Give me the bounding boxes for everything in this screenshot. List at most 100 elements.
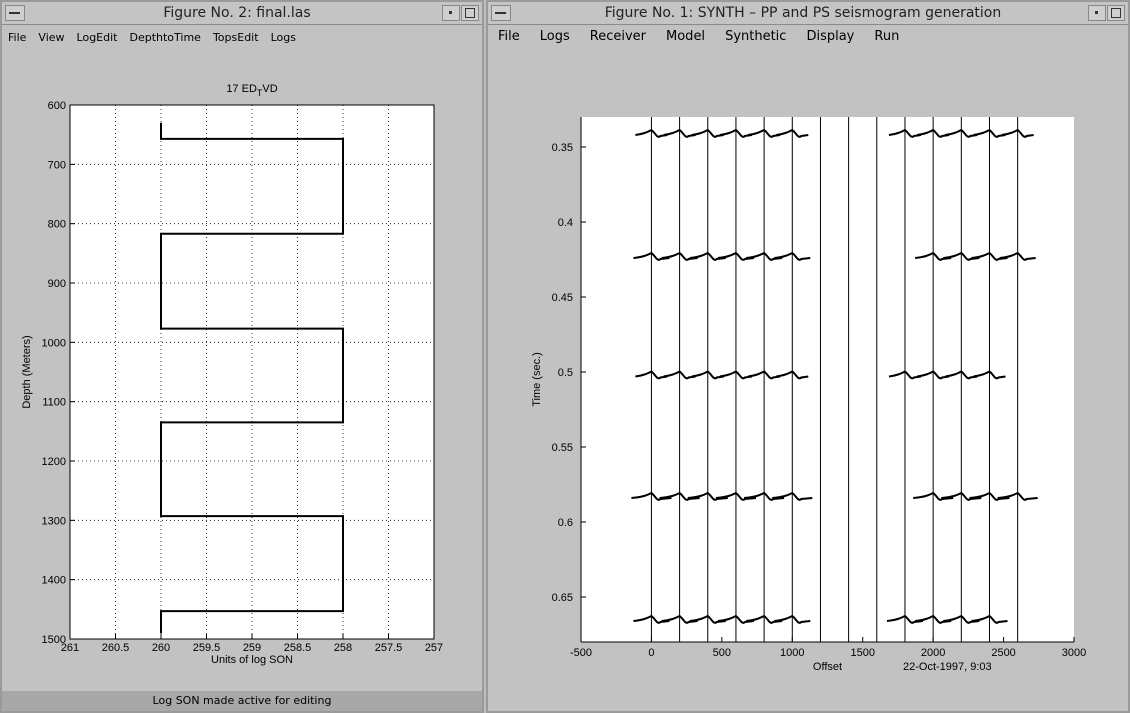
x-tick-label: 259 <box>243 642 261 654</box>
y-axis-label: Depth (Meters) <box>21 335 33 408</box>
wavelet <box>661 614 698 624</box>
figure-1-window: Figure No. 1: SYNTH – PP and PS seismogr… <box>486 0 1130 713</box>
status-bar: Log SON made active for editing <box>2 691 482 711</box>
seismogram-chart: -500 0 500 1000 1500 2000 2500 3000 0.35 0.4 0.45 0… <box>531 117 1086 673</box>
wavelet <box>719 370 753 380</box>
wavelet <box>915 614 952 624</box>
wavelet <box>915 251 952 261</box>
wavelet <box>633 251 670 261</box>
wavelet <box>715 491 757 501</box>
figure-2-title: Figure No. 2: final.las <box>163 5 311 21</box>
wavelet <box>635 370 668 380</box>
x-tick-label: 257.5 <box>375 642 403 654</box>
maximize-icon[interactable] <box>461 5 479 21</box>
menu-view[interactable]: View <box>38 31 65 44</box>
wavelet <box>969 491 1010 501</box>
y-tick-label: 0.4 <box>558 217 573 229</box>
y-tick-label: 0.45 <box>552 292 573 304</box>
figure-2-titlebar[interactable]: Figure No. 2: final.las <box>2 2 482 25</box>
figure-1-title: Figure No. 1: SYNTH – PP and PS seismogr… <box>604 5 1002 21</box>
menu-logedit[interactable]: LogEdit <box>76 31 118 44</box>
menu-logs[interactable]: Logs <box>539 29 570 44</box>
wavelet <box>633 614 670 624</box>
wavelet <box>747 370 781 380</box>
y-tick-label: 0.35 <box>552 142 573 154</box>
y-tick-label: 0.5 <box>558 367 573 379</box>
y-tick-label: 0.6 <box>558 517 573 529</box>
log-depth-chart: 261 260.5 260 259.5 259 258.5 258 257.5 257 600 70… <box>21 83 443 666</box>
y-tick-label: 800 <box>48 219 66 231</box>
wavelet <box>913 491 954 501</box>
x-tick-label: 2000 <box>921 647 945 659</box>
y-tick-label: 600 <box>48 100 66 112</box>
menu-logs[interactable]: Logs <box>270 31 296 44</box>
window-menu-icon[interactable] <box>491 5 511 21</box>
wavelet <box>917 370 950 380</box>
x-tick-label: 259.5 <box>193 642 221 654</box>
y-tick-label: 0.55 <box>552 442 573 454</box>
y-tick-label: 1000 <box>42 337 66 349</box>
y-tick-label: 1500 <box>42 634 66 646</box>
wavelet <box>774 251 811 261</box>
x-tick-label: 258.5 <box>284 642 312 654</box>
wavelet <box>691 370 724 380</box>
wavelet <box>997 491 1038 501</box>
y-tick-label: 1200 <box>42 456 66 468</box>
x-tick-label: 260.5 <box>102 642 130 654</box>
y-tick-label: 1100 <box>42 397 66 409</box>
y-tick-label: 900 <box>48 278 66 290</box>
wavelet <box>747 128 781 138</box>
plot-area <box>581 117 1074 642</box>
wavelet <box>1001 128 1034 138</box>
wavelet <box>661 251 698 261</box>
y-tick-label: 1400 <box>42 575 66 587</box>
menu-display[interactable]: Display <box>806 29 855 44</box>
wavelet <box>945 128 978 138</box>
x-tick-label: 0 <box>648 647 654 659</box>
wavelet <box>687 491 728 501</box>
window-menu-icon[interactable] <box>5 5 25 21</box>
y-tick-label: 0.65 <box>552 592 573 604</box>
x-axis-label: Units of log SON <box>211 654 293 666</box>
wavelet <box>776 370 809 380</box>
menu-topsedit[interactable]: TopsEdit <box>212 31 259 44</box>
wavelet <box>772 491 813 501</box>
menu-depthtotime[interactable]: DepthtoTime <box>129 31 201 44</box>
wavelet <box>663 128 696 138</box>
wavelet <box>746 614 783 624</box>
wavelet <box>888 128 922 138</box>
wavelet <box>717 614 755 624</box>
minimize-icon[interactable] <box>1088 5 1106 21</box>
wavelet <box>635 128 668 138</box>
wavelet <box>744 491 785 501</box>
x-tick-label: 1500 <box>850 647 874 659</box>
x-tick-label: 3000 <box>1062 647 1086 659</box>
wavelet <box>917 128 950 138</box>
y-axis-label: Time (sec.) <box>531 352 543 407</box>
wavelet <box>746 251 783 261</box>
menu-synthetic[interactable]: Synthetic <box>725 29 787 44</box>
wavelet <box>886 614 924 624</box>
wavelet <box>971 614 1008 624</box>
wavelet <box>943 251 980 261</box>
wavelet <box>717 251 755 261</box>
maximize-icon[interactable] <box>1107 5 1125 21</box>
wavelet <box>776 128 809 138</box>
menu-file[interactable]: File <box>8 31 27 44</box>
menu-run[interactable]: Run <box>874 29 900 44</box>
minimize-icon[interactable] <box>442 5 460 21</box>
x-tick-label: 260 <box>152 642 170 654</box>
wavelet <box>659 491 700 501</box>
wavelet <box>774 614 811 624</box>
menu-receiver[interactable]: Receiver <box>589 29 647 44</box>
wavelet <box>689 251 726 261</box>
timestamp-label: 22-Oct-1997, 9:03 <box>903 661 992 673</box>
wavelet <box>973 370 1006 380</box>
figure-1-titlebar[interactable]: Figure No. 1: SYNTH – PP and PS seismogr… <box>488 2 1128 25</box>
y-tick-label: 1300 <box>42 515 66 527</box>
wavelet <box>691 128 724 138</box>
menu-model[interactable]: Model <box>666 29 706 44</box>
chart-title: 17 EDTVD <box>226 83 277 98</box>
log-son-curve <box>160 122 344 634</box>
menu-file[interactable]: File <box>498 29 520 44</box>
